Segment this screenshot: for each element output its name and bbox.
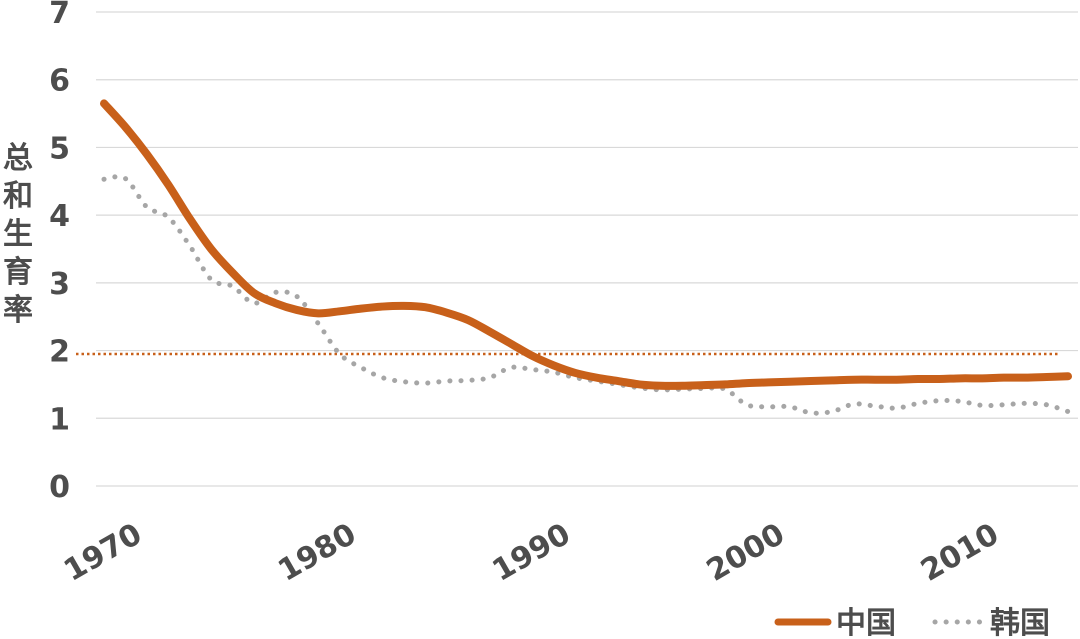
x-tick-label: 1980 xyxy=(272,517,362,589)
legend-label-china: 中国 xyxy=(836,606,896,639)
grid-lines xyxy=(96,11,1078,487)
x-tick-label: 2000 xyxy=(701,517,791,589)
y-tick-label: 3 xyxy=(49,267,70,302)
y-axis-label: 总和生育率 xyxy=(3,141,33,328)
series-lines xyxy=(100,99,1072,416)
y-tick-label: 5 xyxy=(49,131,70,166)
y-tick-label: 6 xyxy=(49,64,70,99)
legend-label-korea: 韩国 xyxy=(990,606,1050,639)
y-tick-label: 4 xyxy=(49,199,70,234)
y-tick-label: 2 xyxy=(49,335,70,370)
y-axis-ticks: 0 1 2 3 4 5 6 7 xyxy=(49,0,70,505)
y-tick-label: 0 xyxy=(49,470,70,505)
y-tick-label: 1 xyxy=(49,402,70,437)
x-tick-label: 2010 xyxy=(915,517,1005,589)
legend: 中国 韩国 xyxy=(774,606,1050,639)
y-tick-label: 7 xyxy=(49,0,70,31)
x-tick-label: 1970 xyxy=(58,517,148,589)
series-line-china xyxy=(100,99,1072,390)
x-axis-ticks: 1970 1980 1990 2000 2010 xyxy=(58,517,1005,589)
x-tick-label: 1990 xyxy=(487,517,577,589)
